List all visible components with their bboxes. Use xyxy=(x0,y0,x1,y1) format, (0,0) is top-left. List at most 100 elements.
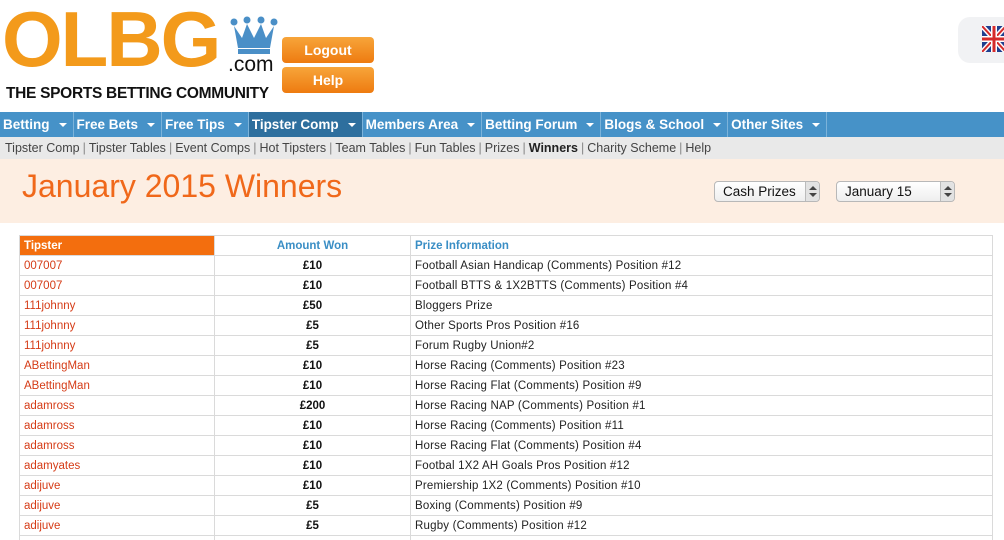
amount-cell: £10 xyxy=(214,435,411,456)
tipster-link[interactable]: adijuve xyxy=(19,475,215,496)
nav-item-betting-forum[interactable]: Betting Forum xyxy=(482,112,602,137)
tipster-link[interactable]: adijuve xyxy=(19,495,215,516)
subnav-separator: | xyxy=(522,141,526,155)
subnav-fun-tables[interactable]: Fun Tables xyxy=(414,141,476,155)
table-row: 111johnny £5 Other Sports Pros Position #1… xyxy=(19,315,993,336)
amount-cell: £10 xyxy=(214,375,411,396)
prize-type-select[interactable]: Cash Prizes xyxy=(714,181,820,202)
olbg-logo[interactable]: OLBG .com THE SPORTS BETTING COMMUNITY xyxy=(2,0,282,106)
info-cell: Horse Racing Flat (Comments) Position #9 xyxy=(410,375,993,396)
sub-nav: Tipster Comp | Tipster Tables | Event Comps |… xyxy=(0,137,1004,159)
info-cell: Horse Racing (Comments) Position #23 xyxy=(410,355,993,376)
nav-item-free-bets[interactable]: Free Bets xyxy=(74,112,163,137)
info-cell: Forum Rugby Union#2 xyxy=(410,335,993,356)
chevron-down-icon xyxy=(467,122,476,127)
nav-item-blogs-school[interactable]: Blogs & School xyxy=(601,112,729,137)
prize-type-value: Cash Prizes xyxy=(723,184,796,199)
subnav-separator: | xyxy=(679,141,683,155)
tipster-link[interactable]: adamross xyxy=(19,435,215,456)
nav-item-label: Members Area xyxy=(365,117,459,132)
tipster-link[interactable]: adamross xyxy=(19,415,215,436)
amount-cell: £10 xyxy=(214,255,411,276)
info-cell: Footbal 1X2 AH Goals Pros Position #12 xyxy=(410,455,993,476)
nav-item-label: Other Sites xyxy=(731,117,804,132)
nav-item-members-area[interactable]: Members Area xyxy=(363,112,483,137)
chevron-down-icon xyxy=(147,122,156,127)
nav-item-label: Blogs & School xyxy=(604,117,705,132)
nav-item-tipster-comp[interactable]: Tipster Comp xyxy=(248,112,363,137)
tipster-link[interactable]: 111johnny xyxy=(19,315,215,336)
table-row: ABettingMan £10 Horse Racing Flat (Comment… xyxy=(19,375,993,396)
chevron-down-icon xyxy=(586,122,595,127)
tipster-link[interactable]: 111johnny xyxy=(19,295,215,316)
tipster-link[interactable]: 111johnny xyxy=(19,335,215,356)
nav-item-other-sites[interactable]: Other Sites xyxy=(728,112,828,137)
subnav-separator: | xyxy=(253,141,257,155)
tipster-link[interactable]: 007007 xyxy=(19,275,215,296)
table-row: adijuve £5 Rugby (Comments) Position #12 xyxy=(19,515,993,536)
tipster-link[interactable]: ABettingMan xyxy=(19,355,215,376)
logout-button[interactable]: Logout xyxy=(282,37,374,63)
tipster-link[interactable]: ABettingMan xyxy=(19,375,215,396)
chevron-down-icon xyxy=(713,122,722,127)
main-nav: Betting Free Bets Free Tips Tipster Comp… xyxy=(0,112,1004,137)
table-row: adijuve £5 Boxing (Comments) Position #9 xyxy=(19,495,993,516)
table-row: adamross £10 Horse Racing Flat (Comments) … xyxy=(19,435,993,456)
logo-wordmark: OLBG xyxy=(2,0,221,83)
select-arrows-icon xyxy=(940,182,954,201)
info-cell: Horse Racing (Comments) Position #11 xyxy=(410,415,993,436)
table-row: adamross £10 Horse Racing (Comments) Posit… xyxy=(19,415,993,436)
table-row: 007007 £10 Football Asian Handicap (Commen… xyxy=(19,255,993,276)
table-row: adijuve £10 Premiership 1X2 (Comments) Pos… xyxy=(19,475,993,496)
subnav-separator: | xyxy=(408,141,412,155)
amount-cell: £5 xyxy=(214,335,411,356)
subnav-team-tables[interactable]: Team Tables xyxy=(335,141,406,155)
page-title: January 2015 Winners xyxy=(22,168,343,204)
crown-icon xyxy=(230,16,278,54)
nav-item-betting[interactable]: Betting xyxy=(0,112,74,137)
table-row: 007007 £10 Football BTTS & 1X2BTTS (Commen… xyxy=(19,275,993,296)
language-selector[interactable] xyxy=(958,17,1004,63)
nav-item-label: Betting xyxy=(3,117,50,132)
subnav-help[interactable]: Help xyxy=(685,141,712,155)
subnav-separator: | xyxy=(82,141,86,155)
subnav-separator: | xyxy=(168,141,173,155)
nav-item-free-tips[interactable]: Free Tips xyxy=(162,112,249,137)
info-cell: Other Sports Pros Position #16 xyxy=(410,315,993,336)
logo-domain: .com xyxy=(228,53,274,76)
help-button[interactable]: Help xyxy=(282,67,374,93)
table-row: 111johnny £50 Bloggers Prize xyxy=(19,295,993,316)
tipster-link[interactable]: 007007 xyxy=(19,255,215,276)
amount-cell: £5 xyxy=(214,315,411,336)
info-cell: Horse Racing Flat (Comments) Position #4 xyxy=(410,435,993,456)
uk-flag-icon xyxy=(982,26,1004,52)
title-band: January 2015 Winners Cash Prizes January… xyxy=(0,159,1004,223)
tipster-link[interactable]: adijuve xyxy=(19,515,215,536)
subnav-tipster-comp[interactable]: Tipster Comp xyxy=(5,141,80,155)
logo-tagline: THE SPORTS BETTING COMMUNITY xyxy=(6,85,269,102)
info-cell: Rugby (Comments) Position #12 xyxy=(410,515,993,536)
subnav-event-comps[interactable]: Event Comps xyxy=(175,141,251,155)
tipster-link[interactable]: adamross xyxy=(19,395,215,416)
subnav-prizes[interactable]: Prizes xyxy=(484,141,520,155)
column-header-amount[interactable]: Amount Won xyxy=(214,235,411,256)
nav-item-label: Betting Forum xyxy=(485,117,578,132)
column-header-tipster[interactable]: Tipster xyxy=(19,235,215,256)
tipster-link[interactable] xyxy=(19,535,215,540)
tipster-link[interactable]: adamyates xyxy=(19,455,215,476)
nav-item-label: Tipster Comp xyxy=(251,117,339,132)
column-header-info[interactable]: Prize Information xyxy=(410,235,993,256)
subnav-hot-tipsters[interactable]: Hot Tipsters xyxy=(259,141,327,155)
info-cell: Bloggers Prize xyxy=(410,295,993,316)
subnav-separator: | xyxy=(329,141,333,155)
month-select[interactable]: January 15 xyxy=(836,181,955,202)
subnav-charity-scheme[interactable]: Charity Scheme xyxy=(587,141,677,155)
amount-cell: £5 xyxy=(214,515,411,536)
info-cell xyxy=(410,535,993,540)
table-row: adamross £200 Horse Racing NAP (Comments) … xyxy=(19,395,993,416)
site-header: OLBG .com THE SPORTS BETTING COMMUNITY L… xyxy=(0,0,1004,112)
subnav-winners[interactable]: Winners xyxy=(528,141,578,155)
amount-cell: £10 xyxy=(214,455,411,476)
month-value: January 15 xyxy=(845,184,912,199)
subnav-tipster-tables[interactable]: Tipster Tables xyxy=(88,141,166,155)
